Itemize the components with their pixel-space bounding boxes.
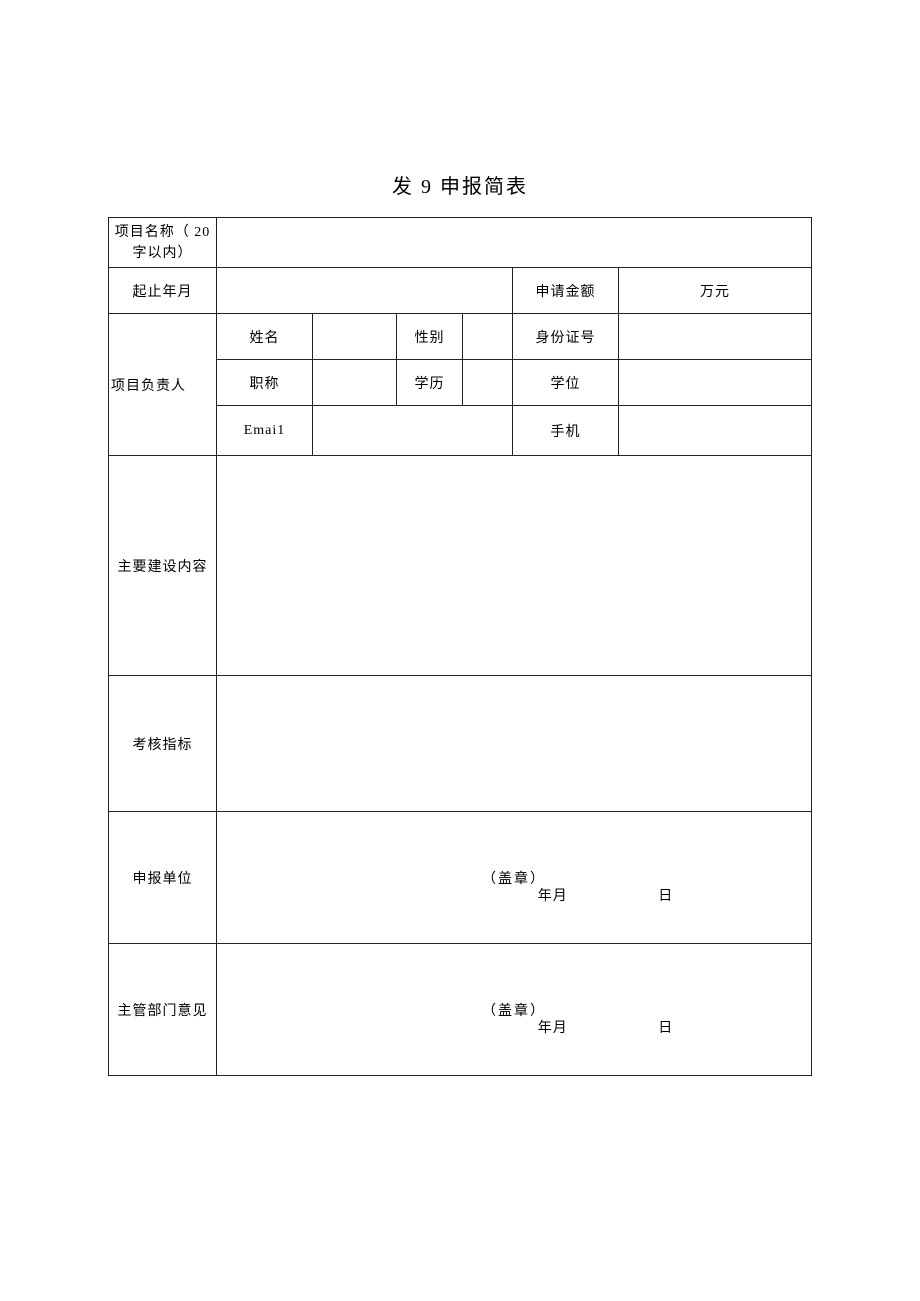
label-dept-opinion: 主管部门意见 [109,944,217,1076]
value-name[interactable] [313,314,397,360]
value-job-title[interactable] [313,360,397,406]
value-degree[interactable] [619,360,812,406]
value-id-number[interactable] [619,314,812,360]
dept-opinion-seal-area: （盖章） 年月 日 [217,944,812,1076]
apply-unit-seal-area: （盖章） 年月 日 [217,812,812,944]
value-period[interactable] [217,268,513,314]
label-education: 学历 [397,360,463,406]
label-job-title: 职称 [217,360,313,406]
label-email: Emai1 [217,406,313,456]
value-main-content[interactable] [217,456,812,676]
value-mobile[interactable] [619,406,812,456]
page-title: 发 9 申报简表 [108,170,812,199]
date-line-2: 年月 日 [538,1017,674,1037]
value-kpi[interactable] [217,676,812,812]
label-gender: 性别 [397,314,463,360]
label-project-name: 项目名称（ 20 字以内） [109,218,217,268]
year-month-1: 年月 [538,889,568,904]
day-1: 日 [658,885,673,905]
label-name: 姓名 [217,314,313,360]
application-form-table: 项目名称（ 20 字以内） 起止年月 申请金额 万元 项目负责人 姓名 性别 身… [108,217,812,1076]
label-project-leader: 项目负责人 [109,314,217,456]
year-month-2: 年月 [538,1021,568,1036]
label-apply-unit: 申报单位 [109,812,217,944]
label-degree: 学位 [513,360,619,406]
value-education[interactable] [463,360,513,406]
label-id-number: 身份证号 [513,314,619,360]
label-kpi: 考核指标 [109,676,217,812]
seal-text-2: （盖章） [482,1000,546,1020]
label-apply-amount: 申请金额 [513,268,619,314]
value-project-name[interactable] [217,218,812,268]
value-gender[interactable] [463,314,513,360]
label-mobile: 手机 [513,406,619,456]
value-email[interactable] [313,406,513,456]
label-period: 起止年月 [109,268,217,314]
date-line-1: 年月 日 [538,885,674,905]
seal-text-1: （盖章） [482,868,546,888]
value-apply-amount-unit: 万元 [619,268,812,314]
day-2: 日 [658,1017,673,1037]
label-main-content: 主要建设内容 [109,456,217,676]
